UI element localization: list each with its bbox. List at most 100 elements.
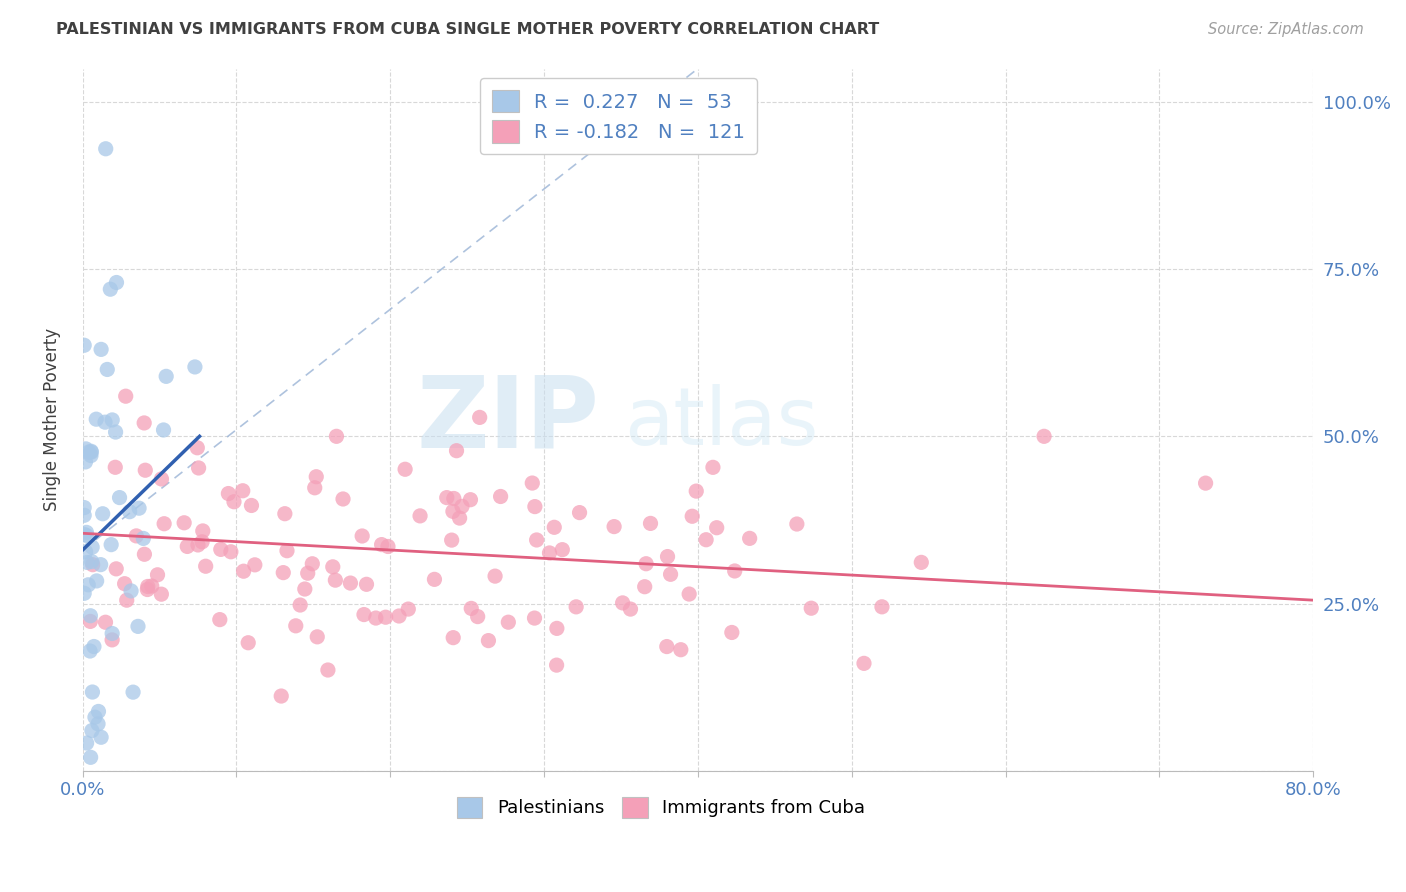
Point	[640, 516, 662, 531]
Point	[374, 610, 396, 624]
Point	[706, 521, 728, 535]
Point	[105, 276, 128, 290]
Point	[153, 516, 176, 531]
Point	[80, 445, 103, 459]
Point	[115, 593, 138, 607]
Point	[678, 587, 700, 601]
Point	[409, 508, 432, 523]
Point	[94, 415, 117, 429]
Point	[76, 736, 98, 750]
Point	[396, 602, 419, 616]
Point	[546, 621, 568, 635]
Point	[104, 460, 127, 475]
Point	[702, 460, 724, 475]
Point	[79, 608, 101, 623]
Point	[73, 586, 96, 600]
Point	[127, 619, 149, 633]
Point	[136, 579, 159, 593]
Point	[440, 533, 463, 548]
Point	[441, 631, 464, 645]
Point	[441, 504, 464, 518]
Point	[388, 609, 411, 624]
Point	[73, 338, 96, 352]
Point	[451, 500, 474, 514]
Point	[322, 559, 344, 574]
Point	[270, 689, 292, 703]
Point	[305, 469, 328, 483]
Point	[209, 542, 232, 557]
Point	[222, 494, 245, 508]
Point	[603, 519, 626, 533]
Point	[271, 566, 294, 580]
Point	[565, 599, 588, 614]
Point	[498, 615, 520, 630]
Point	[1194, 476, 1216, 491]
Point	[786, 516, 808, 531]
Text: ZIP: ZIP	[416, 371, 599, 468]
Text: PALESTINIAN VS IMMIGRANTS FROM CUBA SINGLE MOTHER POVERTY CORRELATION CHART: PALESTINIAN VS IMMIGRANTS FROM CUBA SING…	[56, 22, 880, 37]
Point	[449, 511, 471, 525]
Point	[105, 562, 128, 576]
Point	[194, 559, 217, 574]
Point	[546, 658, 568, 673]
Point	[80, 555, 103, 569]
Point	[91, 507, 114, 521]
Point	[619, 602, 641, 616]
Point	[79, 644, 101, 658]
Point	[90, 343, 112, 357]
Point	[80, 449, 103, 463]
Point	[176, 540, 198, 554]
Point	[636, 557, 658, 571]
Point	[80, 444, 103, 458]
Point	[316, 663, 339, 677]
Point	[100, 538, 122, 552]
Point	[219, 545, 242, 559]
Point	[738, 532, 761, 546]
Point	[96, 362, 118, 376]
Point	[79, 615, 101, 629]
Point	[669, 642, 692, 657]
Point	[150, 587, 173, 601]
Point	[612, 596, 634, 610]
Point	[86, 574, 108, 588]
Point	[460, 601, 482, 615]
Point	[184, 359, 207, 374]
Point	[232, 483, 254, 498]
Point	[90, 731, 112, 745]
Point	[288, 598, 311, 612]
Point	[75, 455, 97, 469]
Point	[132, 532, 155, 546]
Y-axis label: Single Mother Poverty: Single Mother Poverty	[44, 328, 60, 511]
Point	[568, 506, 591, 520]
Point	[467, 609, 489, 624]
Point	[538, 546, 561, 560]
Point	[325, 573, 347, 587]
Point	[82, 685, 104, 699]
Point	[377, 540, 399, 554]
Point	[152, 423, 174, 437]
Point	[87, 717, 110, 731]
Point	[659, 567, 682, 582]
Point	[94, 615, 117, 630]
Point	[77, 445, 100, 459]
Point	[526, 533, 548, 547]
Point	[155, 369, 177, 384]
Point	[98, 282, 121, 296]
Point	[852, 657, 875, 671]
Point	[910, 555, 932, 569]
Point	[655, 640, 678, 654]
Point	[870, 599, 893, 614]
Point	[122, 685, 145, 699]
Point	[146, 567, 169, 582]
Point	[634, 580, 657, 594]
Legend: Palestinians, Immigrants from Cuba: Palestinians, Immigrants from Cuba	[450, 789, 872, 825]
Point	[370, 538, 392, 552]
Point	[114, 576, 136, 591]
Point	[118, 505, 141, 519]
Point	[76, 525, 98, 540]
Point	[87, 705, 110, 719]
Text: atlas: atlas	[624, 384, 818, 462]
Point	[332, 491, 354, 506]
Point	[681, 509, 703, 524]
Point	[274, 507, 297, 521]
